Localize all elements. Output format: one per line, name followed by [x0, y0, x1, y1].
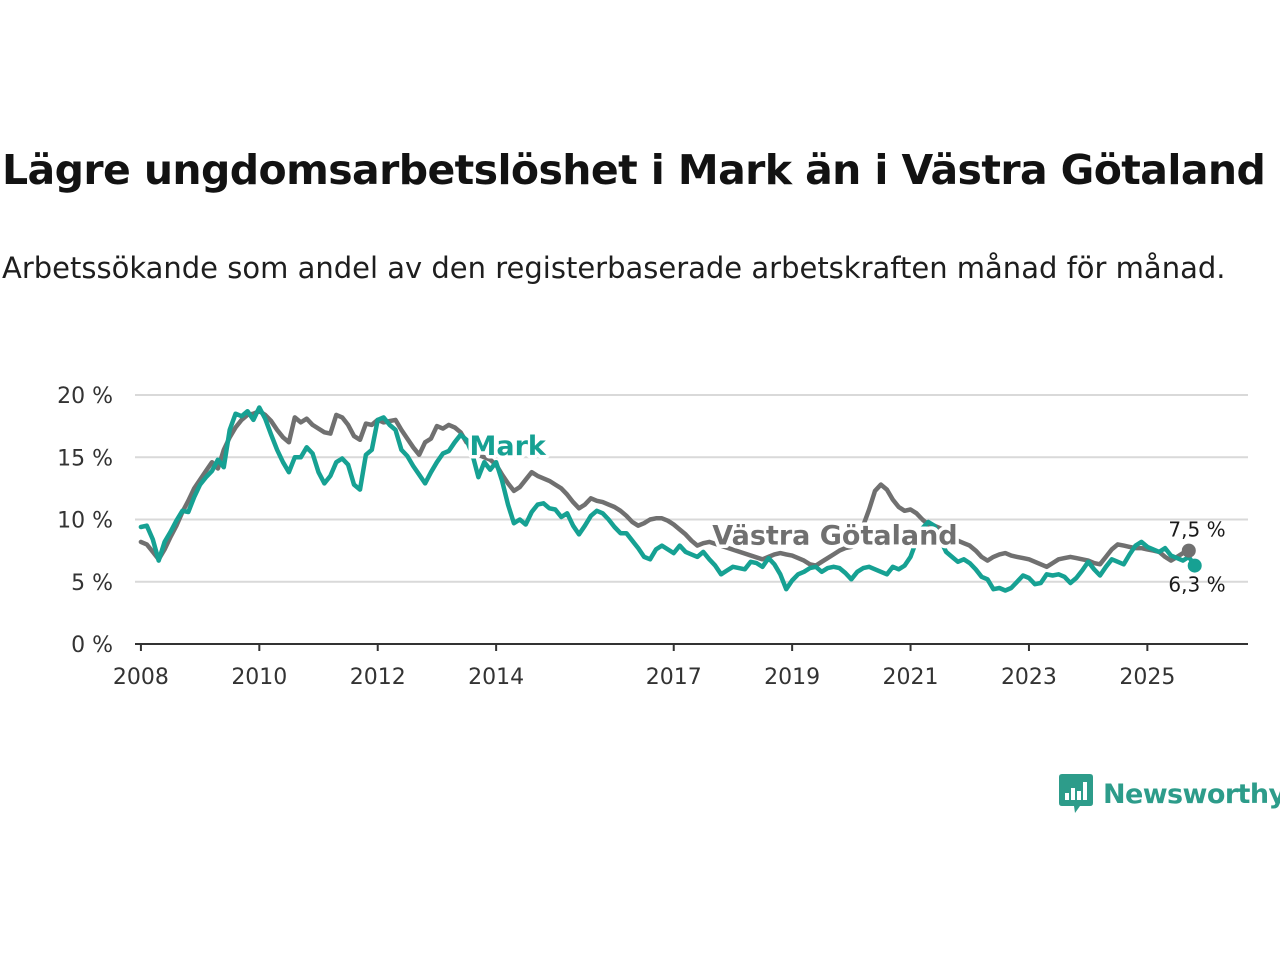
x-tick-label: 2017: [646, 665, 702, 690]
x-tick-label: 2012: [350, 665, 406, 690]
y-tick-label: 20 %: [57, 384, 113, 409]
y-tick-label: 0 %: [71, 633, 113, 658]
gridlines: [135, 394, 1248, 583]
end-value-label-v-stra-g-taland: 7,5 %: [1168, 518, 1225, 542]
series-line-v-stra-g-taland: [138, 408, 1192, 570]
series-label-mark: Mark: [469, 431, 546, 462]
series-label-v-stra-g-taland: Västra Götaland: [712, 520, 957, 551]
y-tick-label: 10 %: [57, 509, 113, 534]
chart-title: Lägre ungdomsarbetslöshet i Mark än i Vä…: [2, 146, 1266, 194]
end-point-mark: [1187, 558, 1202, 573]
end-point-v-stra-g-taland: [1181, 543, 1196, 558]
series-labels: 7,5 % 6,3 % Västra Götaland Mark: [466, 427, 1226, 597]
x-axis: 2008 2010 2012 2014 2017 2019 2021 2023 2025: [113, 643, 1248, 690]
y-axis-tick-labels: 0 % 5 % 10 % 15 % 20 %: [57, 384, 113, 658]
x-tick-label: 2019: [764, 665, 820, 690]
brand-name: Newsworthy: [1103, 778, 1280, 810]
x-tick-label: 2010: [231, 665, 287, 690]
y-tick-label: 15 %: [57, 446, 113, 471]
x-tick-label: 2008: [113, 665, 169, 690]
series-lines: [138, 405, 1202, 593]
x-tick-label: 2023: [1001, 665, 1057, 690]
x-tick-label: 2014: [468, 665, 524, 690]
x-tick-label: 2025: [1119, 665, 1175, 690]
line-chart: 0 %5 %10 %15 %20 % 2008 2010 2012 2014 2017 2…: [57, 384, 1248, 690]
newsworthy-logo-icon: [1059, 774, 1093, 813]
series-line-mark: [138, 405, 1197, 593]
newsworthy-brand: Newsworthy: [1058, 772, 1280, 816]
chart-subtitle: Arbetssökande som andel av den registerb…: [2, 251, 1226, 285]
end-value-label-mark: 6,3 %: [1168, 573, 1225, 597]
x-tick-label: 2021: [883, 665, 939, 690]
y-tick-label: 5 %: [71, 571, 113, 596]
